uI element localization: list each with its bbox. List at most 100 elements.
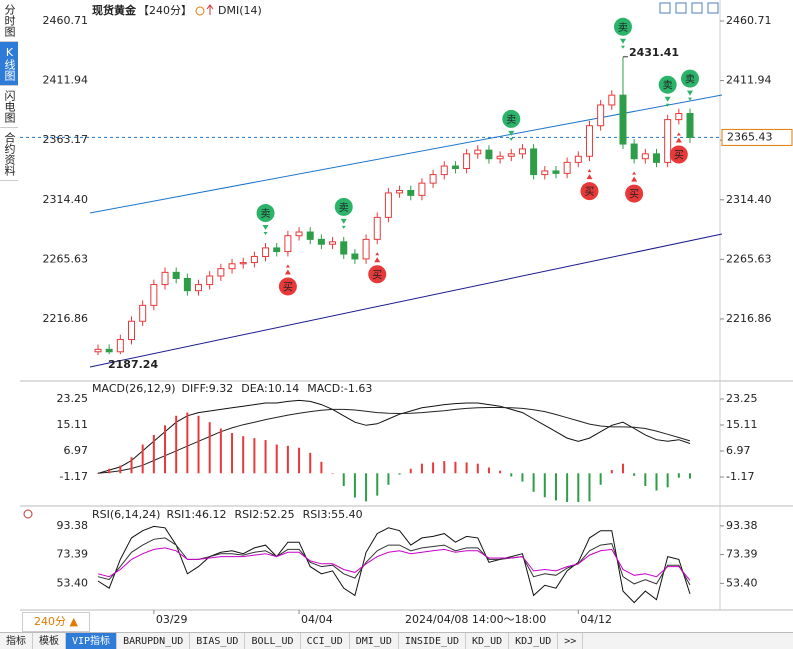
indicator-tab[interactable]: DMI_UD bbox=[350, 633, 399, 649]
period-selector[interactable]: 240分 ▲ bbox=[22, 612, 90, 632]
macd-bar bbox=[298, 447, 301, 474]
y-tick-label: 2411.94 bbox=[726, 74, 772, 87]
candle-body bbox=[664, 119, 672, 163]
buy-signal: 买 bbox=[584, 186, 594, 198]
macd-bar bbox=[454, 461, 457, 474]
macd-bar bbox=[599, 473, 602, 485]
macd-bar bbox=[420, 463, 423, 474]
macd-bar bbox=[532, 473, 535, 492]
candle-body bbox=[507, 153, 515, 157]
indicator-tab[interactable]: KD_UD bbox=[466, 633, 510, 649]
buy-signal: 买 bbox=[283, 281, 293, 293]
macd-bar bbox=[152, 434, 155, 474]
candle-body bbox=[217, 268, 225, 277]
macd-bar bbox=[610, 470, 613, 474]
macd-bar bbox=[130, 457, 133, 474]
macd-bar bbox=[566, 473, 569, 503]
macd-line bbox=[97, 399, 691, 474]
macd-bar bbox=[253, 438, 256, 474]
candle-body bbox=[317, 238, 325, 245]
signal-arrow bbox=[631, 171, 638, 182]
macd-bar bbox=[543, 473, 546, 498]
candle-body bbox=[262, 247, 270, 257]
y-tick-label: -1.17 bbox=[60, 470, 88, 483]
sidebar-tab[interactable]: 合约资料 bbox=[0, 128, 18, 181]
macd-bar bbox=[342, 473, 345, 487]
macd-bar bbox=[286, 445, 289, 474]
macd-bar bbox=[689, 473, 691, 479]
signal-arrow bbox=[675, 132, 682, 143]
candle-body bbox=[206, 275, 214, 286]
candle-body bbox=[116, 339, 124, 353]
candle-body bbox=[451, 165, 459, 169]
y-tick-label: 93.38 bbox=[726, 519, 758, 532]
indicator-tab[interactable]: 模板 bbox=[33, 633, 66, 649]
candle-body bbox=[518, 148, 526, 155]
macd-bar bbox=[644, 473, 647, 487]
candle-body bbox=[284, 235, 292, 253]
indicator-tab[interactable]: BIAS_UD bbox=[190, 633, 246, 649]
sell-signal: 卖 bbox=[506, 114, 516, 126]
macd-bar bbox=[666, 473, 669, 488]
sidebar-tab[interactable]: K线图 bbox=[0, 42, 18, 86]
candle-body bbox=[150, 284, 158, 306]
y-tick-label: 73.39 bbox=[726, 548, 758, 561]
candle-body bbox=[530, 148, 538, 176]
icon[interactable] bbox=[707, 2, 719, 14]
sell-signal: 卖 bbox=[618, 22, 628, 34]
y-tick-label: 6.97 bbox=[726, 444, 751, 457]
indicator-tab[interactable]: INSIDE_UD bbox=[399, 633, 467, 649]
indicator-tab[interactable]: >> bbox=[558, 633, 584, 649]
candle-body bbox=[128, 320, 136, 341]
chart-subtitle: 【240分】 bbox=[138, 4, 192, 17]
indicator-tab[interactable]: CCI_UD bbox=[301, 633, 350, 649]
y-tick-label: 15.11 bbox=[57, 418, 89, 431]
rsi-line bbox=[97, 525, 691, 604]
macd-bar bbox=[677, 473, 680, 478]
background bbox=[20, 0, 793, 632]
icon[interactable] bbox=[675, 2, 687, 14]
signal-arrow bbox=[262, 225, 269, 236]
buy-signal-badge bbox=[278, 277, 297, 296]
candle-body bbox=[407, 189, 415, 196]
macd-bar bbox=[309, 452, 312, 474]
macd-bar bbox=[510, 473, 513, 477]
buy-signal: 买 bbox=[629, 189, 639, 201]
candle-body bbox=[463, 153, 471, 169]
candle-body bbox=[329, 241, 337, 245]
candle-body bbox=[195, 284, 203, 292]
settings-icon[interactable] bbox=[23, 509, 33, 519]
indicator-tabs: 指标 模板 VIP指标 BARUPDN_UD BIAS_UD BOLL_UD CCI_UD D… bbox=[0, 632, 793, 649]
macd-bar bbox=[465, 462, 468, 474]
candle-body bbox=[418, 182, 426, 196]
indicator-tab[interactable]: KDJ_UD bbox=[509, 633, 559, 649]
y-tick-label: -1.17 bbox=[726, 470, 754, 483]
macd-bar bbox=[521, 473, 524, 482]
signal-arrow bbox=[619, 38, 626, 49]
chart-title: 现货黄金 bbox=[92, 3, 137, 17]
candle-body bbox=[563, 161, 571, 174]
icon[interactable] bbox=[659, 2, 671, 14]
legend-label: RSI2:52.25 bbox=[235, 508, 295, 521]
macd-bar bbox=[208, 422, 211, 474]
indicator-tab[interactable]: BOLL_UD bbox=[245, 633, 301, 649]
icon bbox=[206, 4, 214, 15]
candle-body bbox=[474, 149, 482, 155]
macd-bar bbox=[577, 473, 580, 503]
toolbar-icons[interactable] bbox=[659, 2, 719, 14]
buy-signal-badge bbox=[669, 145, 688, 164]
indicator-tab[interactable]: 指标 bbox=[0, 633, 33, 649]
sidebar-tab[interactable]: 闪电图 bbox=[0, 86, 18, 128]
legend-label: RSI3:55.40 bbox=[303, 508, 363, 521]
sidebar-tab[interactable]: 分时图 bbox=[0, 0, 18, 42]
y-tick-label: 2314.40 bbox=[43, 193, 89, 206]
indicator-tab[interactable]: VIP指标 bbox=[66, 633, 118, 649]
icon[interactable] bbox=[691, 2, 703, 14]
macd-bar bbox=[164, 425, 167, 474]
y-tick-label: 2216.86 bbox=[726, 312, 772, 325]
indicator-tab[interactable]: BARUPDN_UD bbox=[117, 633, 191, 649]
candle-body bbox=[295, 231, 303, 237]
y-tick-label: 2460.71 bbox=[726, 14, 772, 27]
macd-bar bbox=[443, 461, 446, 474]
candle-body bbox=[619, 94, 627, 145]
